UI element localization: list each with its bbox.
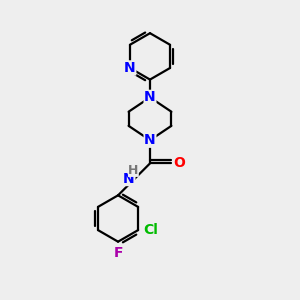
Text: N: N [144, 133, 156, 147]
Text: N: N [123, 172, 135, 185]
Text: F: F [113, 246, 123, 260]
Text: N: N [124, 61, 136, 75]
Text: H: H [128, 164, 139, 177]
Text: Cl: Cl [143, 223, 158, 237]
Text: N: N [144, 90, 156, 104]
Text: O: O [173, 156, 185, 170]
